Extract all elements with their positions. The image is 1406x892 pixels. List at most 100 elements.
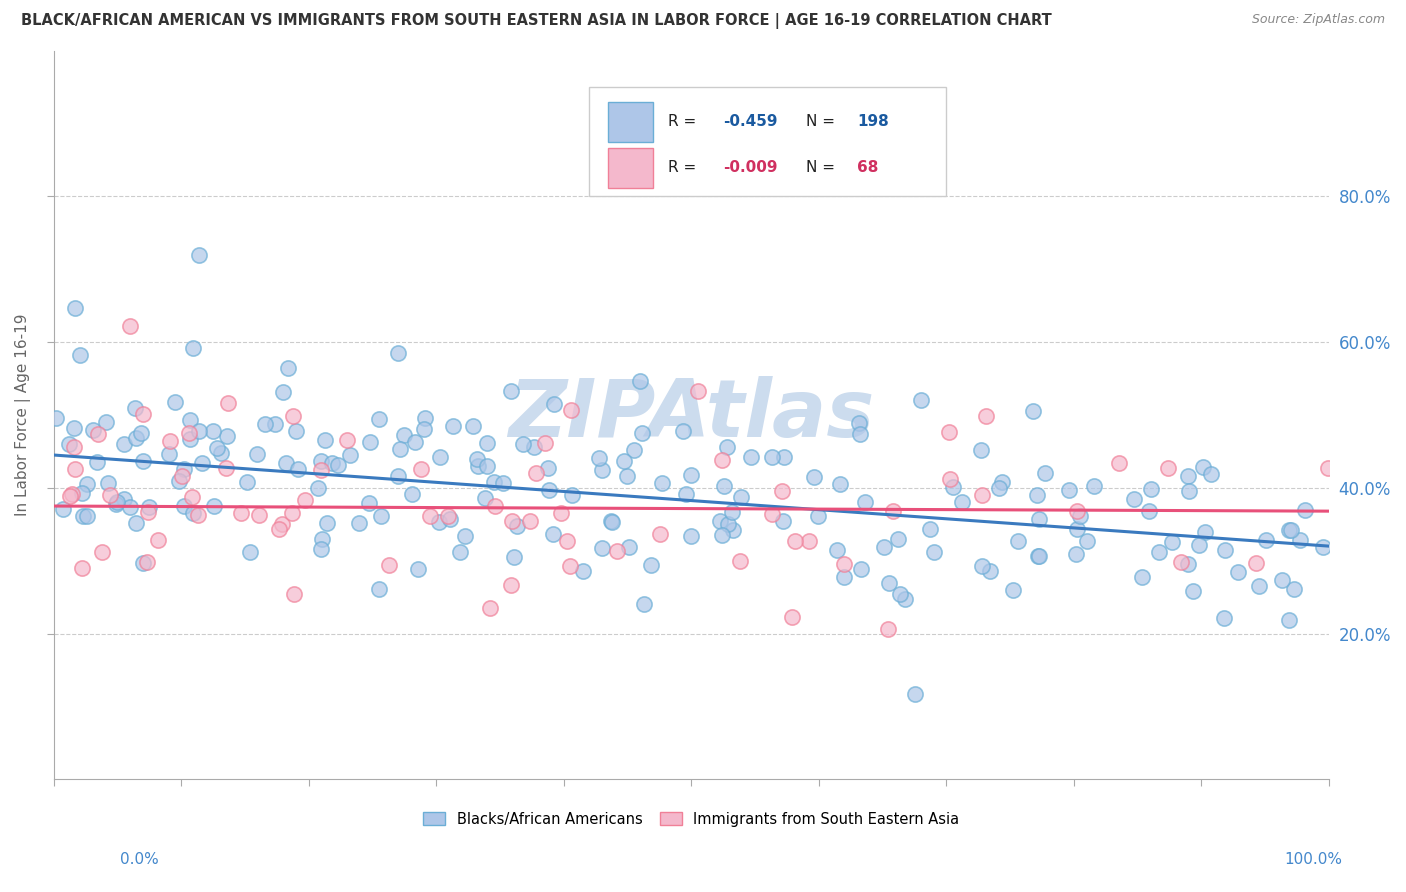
Point — [785, 534, 807, 549]
Legend: Blacks/African Americans, Immigrants from South Eastern Asia: Blacks/African Americans, Immigrants fro… — [423, 812, 959, 827]
Point — [938, 425, 960, 439]
Point — [876, 622, 898, 636]
Point — [1289, 533, 1312, 547]
Point — [1026, 549, 1049, 563]
Point — [970, 488, 993, 502]
Point — [475, 459, 498, 474]
Point — [157, 447, 180, 461]
Point — [359, 496, 381, 510]
Point — [1066, 522, 1088, 536]
Point — [475, 436, 498, 450]
Point — [716, 440, 738, 454]
Point — [163, 394, 186, 409]
Point — [918, 522, 941, 536]
Point — [679, 468, 702, 483]
Point — [287, 462, 309, 476]
Point — [309, 463, 332, 477]
Point — [588, 450, 610, 465]
Point — [1130, 570, 1153, 584]
Point — [537, 461, 560, 475]
Point — [1108, 456, 1130, 470]
Point — [336, 433, 359, 447]
Point — [63, 301, 86, 315]
Point — [1254, 533, 1277, 548]
Text: -0.459: -0.459 — [723, 114, 778, 128]
Point — [1192, 460, 1215, 475]
Point — [170, 469, 193, 483]
Point — [543, 527, 565, 541]
Y-axis label: In Labor Force | Age 16-19: In Labor Force | Age 16-19 — [15, 314, 31, 516]
Point — [188, 424, 211, 438]
Point — [388, 442, 411, 456]
Point — [882, 504, 904, 518]
Bar — [609, 102, 654, 142]
Point — [63, 421, 86, 435]
Point — [503, 549, 526, 564]
Text: Source: ZipAtlas.com: Source: ZipAtlas.com — [1251, 13, 1385, 27]
Point — [377, 558, 399, 572]
Point — [231, 507, 253, 521]
Text: N =: N = — [806, 160, 835, 175]
Text: R =: R = — [668, 114, 702, 128]
Point — [730, 490, 752, 504]
Point — [179, 413, 201, 427]
Point — [86, 455, 108, 469]
Point — [209, 446, 232, 460]
Point — [273, 384, 295, 399]
Point — [439, 512, 461, 526]
Point — [1244, 557, 1267, 571]
Point — [415, 411, 437, 425]
Point — [631, 426, 654, 441]
Point — [97, 476, 120, 491]
Point — [146, 533, 169, 548]
Point — [651, 476, 673, 491]
Point — [401, 486, 423, 500]
Bar — [609, 147, 654, 187]
Point — [131, 426, 153, 441]
Point — [1156, 461, 1178, 475]
Point — [825, 542, 848, 557]
Point — [76, 509, 98, 524]
Point — [1213, 611, 1236, 625]
Point — [188, 248, 211, 262]
Point — [1226, 565, 1249, 579]
Point — [449, 545, 471, 559]
Point — [478, 600, 501, 615]
Point — [131, 557, 153, 571]
Point — [560, 402, 582, 417]
Point — [1194, 524, 1216, 539]
Point — [600, 514, 623, 528]
Point — [467, 459, 489, 474]
Point — [173, 499, 195, 513]
Point — [387, 346, 409, 360]
Point — [561, 488, 583, 502]
Point — [307, 482, 329, 496]
Point — [406, 562, 429, 576]
Point — [499, 577, 522, 591]
Point — [429, 450, 451, 464]
Point — [1033, 466, 1056, 480]
Point — [848, 417, 870, 431]
Point — [474, 491, 496, 505]
Point — [45, 410, 67, 425]
Point — [138, 500, 160, 514]
Point — [519, 514, 541, 528]
Point — [717, 517, 740, 532]
Point — [409, 462, 432, 476]
Point — [606, 544, 628, 558]
Point — [942, 480, 965, 494]
Text: 68: 68 — [858, 160, 879, 175]
Bar — [589, 87, 946, 196]
Point — [533, 435, 555, 450]
Point — [1122, 491, 1144, 506]
Point — [76, 477, 98, 491]
Point — [339, 448, 361, 462]
Point — [217, 429, 239, 443]
Point — [922, 545, 945, 559]
Point — [523, 440, 546, 454]
Point — [454, 529, 477, 543]
Point — [437, 508, 460, 523]
Point — [723, 523, 745, 537]
Point — [246, 447, 269, 461]
Point — [688, 384, 710, 399]
